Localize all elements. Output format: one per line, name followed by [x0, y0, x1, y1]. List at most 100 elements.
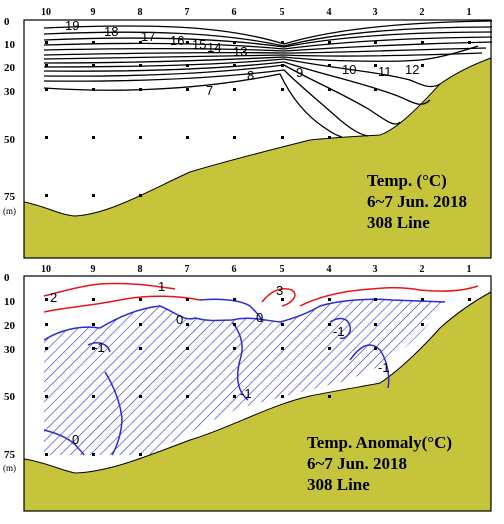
isotherm-9 [43, 64, 401, 125]
depth-tick: 50 [4, 391, 16, 403]
station-label: 4 [327, 264, 332, 275]
title-line-3: 308 Line [307, 475, 370, 494]
anomaly-minus1-contour-c [329, 317, 352, 340]
depth-tick: 75 [4, 449, 16, 461]
depth-tick: 30 [4, 86, 16, 98]
label-12: 12 [405, 62, 419, 77]
isotherm-8 [43, 69, 369, 137]
depth-tick: 0 [4, 16, 10, 28]
anomaly-minus1-contour-b [231, 321, 249, 401]
station-label: 7 [185, 264, 190, 275]
station-label: 1 [467, 264, 472, 275]
depth-tick: 0 [4, 272, 10, 284]
anomaly-minus1-contour-d [349, 344, 390, 389]
anomaly-0-contour-west [199, 298, 263, 323]
label-15: 15 [192, 37, 206, 52]
depth-tick: 50 [4, 134, 16, 146]
station-label: 1 [467, 7, 472, 18]
station-label: 2 [420, 264, 425, 275]
anom-label-3: 3 [276, 283, 283, 298]
label-18: 18 [104, 24, 118, 39]
bottom-sample-dots [45, 298, 471, 456]
anom-label-m1d: -1 [378, 360, 390, 375]
depth-tick: 20 [4, 320, 16, 332]
depth-tick: 75 [4, 191, 16, 203]
label-13: 13 [233, 44, 247, 59]
station-label: 4 [327, 7, 332, 18]
top-station-labels: 10 9 8 7 6 5 4 3 2 1 [41, 7, 472, 18]
isotherm-17 [43, 31, 493, 48]
anom-label-m1c: -1 [333, 324, 345, 339]
title-line-1: Temp. Anomaly(°C) [307, 433, 452, 452]
top-frame [23, 19, 492, 259]
label-16: 16 [170, 33, 184, 48]
depth-tick: 20 [4, 62, 16, 74]
isotherm-13 [43, 52, 483, 60]
label-8: 8 [247, 68, 254, 83]
station-label: 10 [41, 264, 51, 275]
isotherm-18 [43, 26, 493, 47]
isotherm-12 [43, 45, 479, 64]
isotherm-11 [43, 58, 441, 88]
bottom-topography [23, 291, 492, 512]
anom-label-0: 0 [176, 312, 183, 327]
anomaly-1-contour [43, 282, 176, 297]
anom-label-2: 2 [50, 290, 57, 305]
temperature-panel: 19 18 17 16 15 14 13 12 11 10 9 8 7 10 [3, 7, 493, 259]
depth-unit: (m) [3, 463, 16, 473]
label-11: 11 [378, 64, 392, 79]
anom-label-m1a: -1 [93, 340, 105, 355]
depth-tick: 10 [4, 296, 16, 308]
top-contour-labels: 19 18 17 16 15 14 13 12 11 10 9 8 7 [65, 18, 419, 98]
top-topography [23, 57, 492, 259]
label-14: 14 [207, 40, 221, 55]
top-depth-ticks: 0 10 20 30 50 75 (m) [3, 16, 16, 216]
anom-label-0c: 0 [72, 432, 79, 447]
depth-unit: (m) [3, 206, 16, 216]
isotherm-16 [43, 36, 493, 50]
station-label: 9 [91, 264, 96, 275]
station-label: 8 [138, 264, 143, 275]
station-label: 2 [420, 7, 425, 18]
anomaly-3-contour [261, 288, 296, 307]
anomaly-minus1-contour-a [87, 342, 111, 353]
bottom-station-labels: 10 9 8 7 6 5 4 3 2 1 [41, 264, 472, 275]
title-line-3: 308 Line [367, 213, 430, 232]
label-7: 7 [206, 83, 213, 98]
label-9: 9 [296, 65, 303, 80]
anomaly-panel: 2 1 3 0 0 -1 -1 -1 -1 0 10 9 8 7 6 [3, 264, 492, 512]
depth-tick: 30 [4, 344, 16, 356]
anom-label-m1b: -1 [240, 386, 252, 401]
station-label: 3 [373, 7, 378, 18]
isotherm-14 [43, 47, 487, 56]
label-10: 10 [342, 62, 356, 77]
title-line-2: 6~7 Jun. 2018 [307, 454, 407, 473]
anomaly-edge-contour [104, 371, 123, 456]
anom-label-1: 1 [158, 279, 165, 294]
station-label: 6 [232, 7, 237, 18]
title-line-1: Temp. (°C) [367, 171, 447, 190]
isotherm-15 [43, 41, 493, 52]
top-isotherms [43, 20, 493, 138]
positive-anomaly-contours [43, 282, 479, 313]
bottom-frame [23, 275, 492, 512]
label-17: 17 [141, 29, 155, 44]
anomaly-1-contour-east [299, 285, 479, 307]
anom-label-0b: 0 [256, 310, 263, 325]
station-label: 8 [138, 7, 143, 18]
top-title-block: Temp. (°C) 6~7 Jun. 2018 308 Line [367, 171, 467, 232]
bottom-title-block: Temp. Anomaly(°C) 6~7 Jun. 2018 308 Line [307, 433, 452, 494]
top-sample-dots [45, 41, 471, 197]
station-label: 5 [280, 7, 285, 18]
bottom-depth-ticks: 0 10 20 30 50 75 (m) [3, 272, 16, 473]
anomaly-2-contour [43, 295, 201, 313]
negative-anomaly-contours [43, 298, 446, 456]
anomaly-0-contour-south [43, 429, 85, 456]
isotherm-7 [43, 73, 343, 138]
label-19: 19 [65, 18, 79, 33]
station-label: 7 [185, 7, 190, 18]
station-label: 9 [91, 7, 96, 18]
title-line-2: 6~7 Jun. 2018 [367, 192, 467, 211]
station-label: 3 [373, 264, 378, 275]
